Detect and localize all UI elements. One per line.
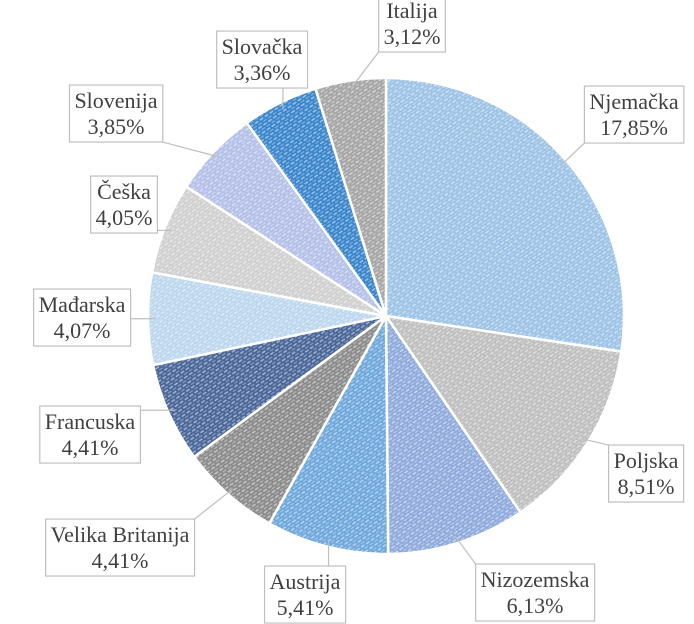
value-label: 3,36% <box>234 60 291 85</box>
label-box <box>377 0 447 53</box>
label-box <box>583 85 685 144</box>
label-box <box>33 288 132 347</box>
value-label: 17,85% <box>600 115 668 140</box>
slice <box>384 311 523 556</box>
value-label: 4,41% <box>92 548 149 573</box>
category-label: Austrija <box>270 569 341 594</box>
leader-line <box>454 535 477 565</box>
category-label: Češka <box>97 179 151 204</box>
label-box <box>216 30 309 89</box>
value-label: 3,85% <box>88 114 145 139</box>
category-label: Italija <box>386 0 438 23</box>
label-box <box>39 405 142 464</box>
leader-line <box>560 142 585 166</box>
value-label: 8,51% <box>618 474 675 499</box>
value-label: 4,07% <box>54 318 111 343</box>
category-label: Francuska <box>45 409 136 434</box>
slice <box>383 314 623 515</box>
category-label: Slovenija <box>74 88 157 113</box>
category-label: Nizozemska <box>481 567 590 592</box>
label-box <box>45 518 196 577</box>
leader-line <box>162 141 219 158</box>
label-box <box>68 84 164 143</box>
value-label: 4,05% <box>96 205 153 230</box>
category-label: Slovačka <box>222 34 303 59</box>
value-label: 3,12% <box>384 24 441 49</box>
leader-line <box>581 438 609 446</box>
leader-line <box>350 51 380 89</box>
slice <box>267 311 390 556</box>
label-box <box>608 444 685 503</box>
label-box <box>89 175 159 234</box>
category-label: Mađarska <box>39 292 126 317</box>
value-label: 6,13% <box>507 593 564 618</box>
value-label: 5,41% <box>277 595 334 620</box>
slice <box>313 76 388 317</box>
label-box <box>263 565 347 624</box>
value-label: 4,41% <box>62 435 119 460</box>
category-label: Njemačka <box>589 89 678 114</box>
leader-line <box>194 488 234 520</box>
label-box <box>475 563 596 622</box>
category-label: Poljska <box>614 448 679 473</box>
category-label: Velika Britanija <box>51 522 190 547</box>
